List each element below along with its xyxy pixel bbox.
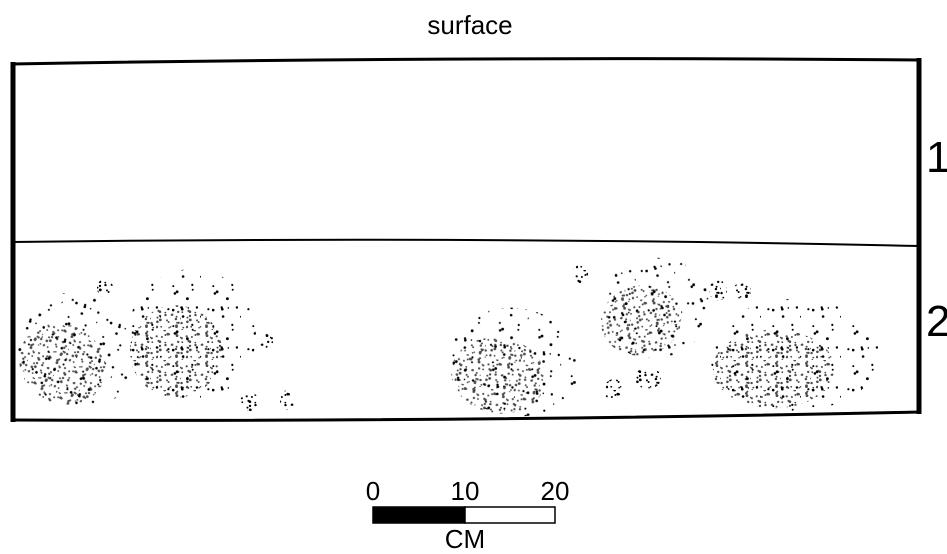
layer-label: 2 [926, 297, 947, 346]
rock [240, 393, 260, 411]
rock [451, 337, 546, 414]
rock [600, 285, 682, 356]
rock [129, 305, 223, 398]
rock [97, 279, 113, 297]
surface-line [11, 57, 921, 66]
layer-boundary [11, 238, 921, 247]
scale-bar-black [372, 506, 466, 524]
title: surface [427, 10, 512, 40]
layer-label: 1 [926, 133, 947, 182]
scale-bar-white [464, 506, 556, 524]
scale-label: 10 [451, 476, 480, 506]
rock [635, 367, 661, 389]
scale-label: 20 [541, 476, 570, 506]
rock [712, 329, 835, 409]
rocks [17, 257, 880, 417]
rock [19, 323, 106, 405]
rock [733, 282, 751, 302]
scale-unit: CM [445, 524, 485, 554]
rock [604, 379, 624, 401]
rock [572, 265, 588, 283]
rock [709, 279, 727, 301]
rock [280, 390, 296, 410]
base-line [11, 410, 921, 422]
scale-label: 0 [366, 476, 380, 506]
rock [259, 334, 277, 348]
